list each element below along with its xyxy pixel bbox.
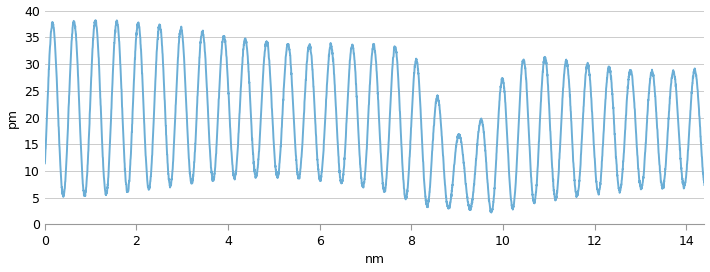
Y-axis label: pm: pm [6, 107, 18, 128]
X-axis label: nm: nm [365, 254, 385, 267]
